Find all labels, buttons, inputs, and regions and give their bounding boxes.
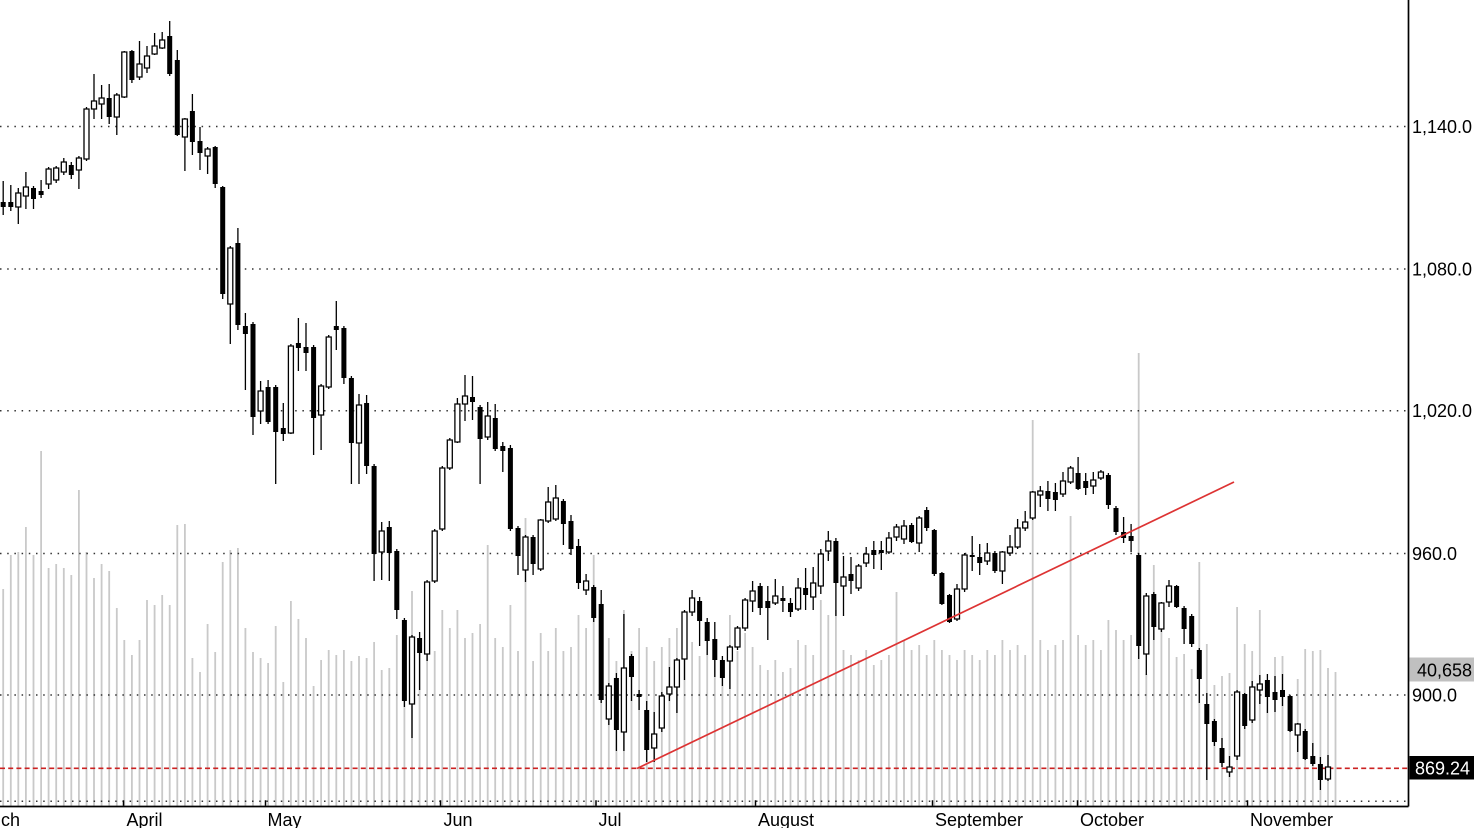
svg-text:1,140.0: 1,140.0 <box>1412 117 1472 137</box>
svg-text:40,658: 40,658 <box>1417 661 1472 681</box>
svg-text:August: August <box>758 810 814 828</box>
svg-text:960.0: 960.0 <box>1412 544 1457 564</box>
svg-text:900.0: 900.0 <box>1412 686 1457 706</box>
svg-text:October: October <box>1080 810 1144 828</box>
svg-text:1,020.0: 1,020.0 <box>1412 401 1472 421</box>
svg-text:1,080.0: 1,080.0 <box>1412 260 1472 280</box>
svg-text:May: May <box>268 810 302 828</box>
svg-text:April: April <box>127 810 163 828</box>
svg-text:ch: ch <box>1 810 20 828</box>
svg-text:November: November <box>1250 810 1333 828</box>
svg-text:Jul: Jul <box>599 810 622 828</box>
svg-text:Jun: Jun <box>444 810 473 828</box>
svg-text:869.24: 869.24 <box>1415 759 1470 779</box>
svg-text:September: September <box>935 810 1023 828</box>
